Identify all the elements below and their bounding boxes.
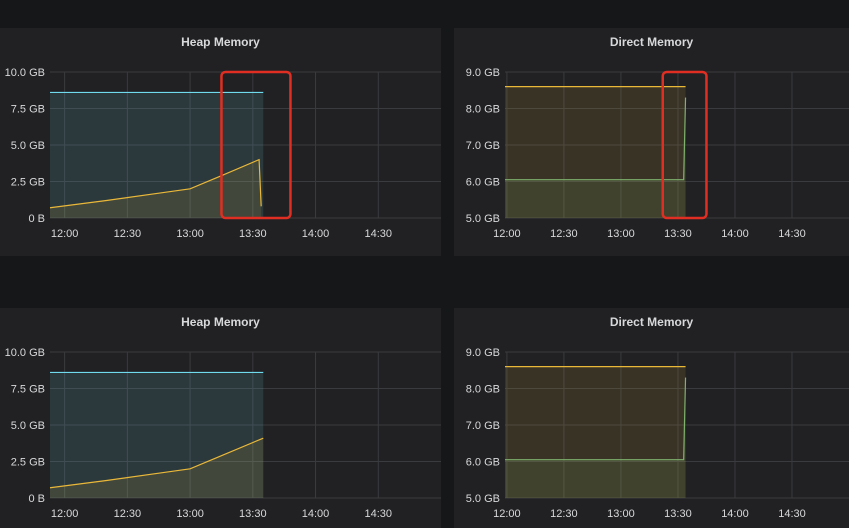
- y-tick-label: 6.0 GB: [466, 177, 500, 189]
- heap-memory-chart-1: 0 B 2.5 GB 5.0 GB 7.5 GB 10.0 GB 12:00 12:30 13…: [5, 67, 441, 240]
- y-tick-label: 10.0 GB: [5, 347, 45, 359]
- x-tick-label: 13:00: [607, 508, 635, 520]
- series-0-area: [50, 372, 264, 498]
- y-tick-label: 8.0 GB: [466, 384, 500, 396]
- x-tick-label: 13:30: [664, 228, 692, 240]
- x-tick-label: 14:00: [302, 228, 330, 240]
- x-tick-label: 12:00: [51, 508, 79, 520]
- heap-memory-chart-2: 0 B 2.5 GB 5.0 GB 7.5 GB 10.0 GB 12:00 12:30 13…: [5, 347, 441, 520]
- direct-memory-chart-1: 5.0 GB 6.0 GB 7.0 GB 8.0 GB 9.0 GB 12:00 12:30…: [466, 67, 849, 240]
- y-tick-label: 7.0 GB: [466, 140, 500, 152]
- y-tick-label: 7.5 GB: [11, 104, 45, 116]
- highlight-box: [220, 70, 292, 220]
- x-tick-label: 12:30: [550, 508, 578, 520]
- y-tick-label: 9.0 GB: [466, 347, 500, 359]
- x-tick-label: 13:00: [607, 228, 635, 240]
- panel-title[interactable]: Heap Memory: [181, 35, 260, 49]
- series-1-line[interactable]: [49, 437, 264, 489]
- x-tick-label: 12:00: [493, 508, 521, 520]
- series-0-area: [50, 92, 264, 218]
- y-tick-label: 0 B: [28, 493, 45, 505]
- panel-title[interactable]: Direct Memory: [609, 315, 694, 329]
- y-tick-label: 10.0 GB: [5, 67, 45, 79]
- x-tick-label: 12:30: [550, 228, 578, 240]
- x-tick-label: 14:00: [302, 508, 330, 520]
- y-tick-label: 2.5 GB: [11, 177, 45, 189]
- series-1-line[interactable]: [505, 377, 687, 461]
- x-tick-label: 12:30: [114, 508, 142, 520]
- highlight-box: [661, 70, 708, 220]
- x-tick-label: 13:30: [664, 508, 692, 520]
- y-tick-label: 5.0 GB: [11, 140, 45, 152]
- heap-memory-panel-2[interactable]: Heap Memory 0 B 2.5 GB 5.0 GB 7.5 GB 10.0 GB…: [0, 308, 441, 528]
- x-tick-label: 14:30: [365, 228, 393, 240]
- heap-memory-panel-1[interactable]: Heap Memory 0 B 2.5 GB 5.0 GB 7.5 GB 10.0 GB…: [0, 28, 441, 256]
- direct-memory-chart-2: 5.0 GB 6.0 GB 7.0 GB 8.0 GB 9.0 GB 12:00 12:30…: [466, 347, 849, 520]
- x-tick-label: 12:00: [493, 228, 521, 240]
- y-tick-label: 9.0 GB: [466, 67, 500, 79]
- x-tick-label: 12:30: [114, 228, 142, 240]
- y-tick-label: 8.0 GB: [466, 104, 500, 116]
- series-1-line[interactable]: [49, 158, 262, 209]
- x-tick-label: 14:30: [365, 508, 393, 520]
- x-tick-label: 13:00: [176, 228, 204, 240]
- series-1-area: [505, 97, 686, 218]
- y-tick-label: 7.0 GB: [466, 420, 500, 432]
- y-tick-label: 5.0 GB: [11, 420, 45, 432]
- y-tick-label: 7.5 GB: [11, 384, 45, 396]
- x-tick-label: 13:30: [239, 228, 267, 240]
- series-1-area: [505, 377, 686, 498]
- y-tick-label: 5.0 GB: [466, 213, 500, 225]
- direct-memory-panel-2[interactable]: Direct Memory 5.0 GB 6.0 GB 7.0 GB 8.0 GB 9.…: [454, 308, 849, 528]
- series-0-area: [505, 366, 686, 498]
- x-tick-label: 14:30: [778, 228, 806, 240]
- series-1-area: [50, 438, 264, 498]
- x-tick-label: 13:30: [239, 508, 267, 520]
- series-1-line[interactable]: [505, 97, 687, 181]
- panel-title[interactable]: Direct Memory: [609, 35, 694, 49]
- x-tick-label: 13:00: [176, 508, 204, 520]
- x-tick-label: 14:00: [721, 508, 749, 520]
- series-0-area: [505, 86, 686, 218]
- y-tick-label: 6.0 GB: [466, 457, 500, 469]
- x-tick-label: 14:00: [721, 228, 749, 240]
- x-tick-label: 14:30: [778, 508, 806, 520]
- y-tick-label: 2.5 GB: [11, 457, 45, 469]
- y-tick-label: 5.0 GB: [466, 493, 500, 505]
- series-1-area: [50, 159, 262, 218]
- direct-memory-panel-1[interactable]: Direct Memory 5.0 GB 6.0 GB 7.0 GB 8.0 GB 9.…: [454, 28, 849, 256]
- panel-title[interactable]: Heap Memory: [181, 315, 260, 329]
- x-tick-label: 12:00: [51, 228, 79, 240]
- y-tick-label: 0 B: [28, 213, 45, 225]
